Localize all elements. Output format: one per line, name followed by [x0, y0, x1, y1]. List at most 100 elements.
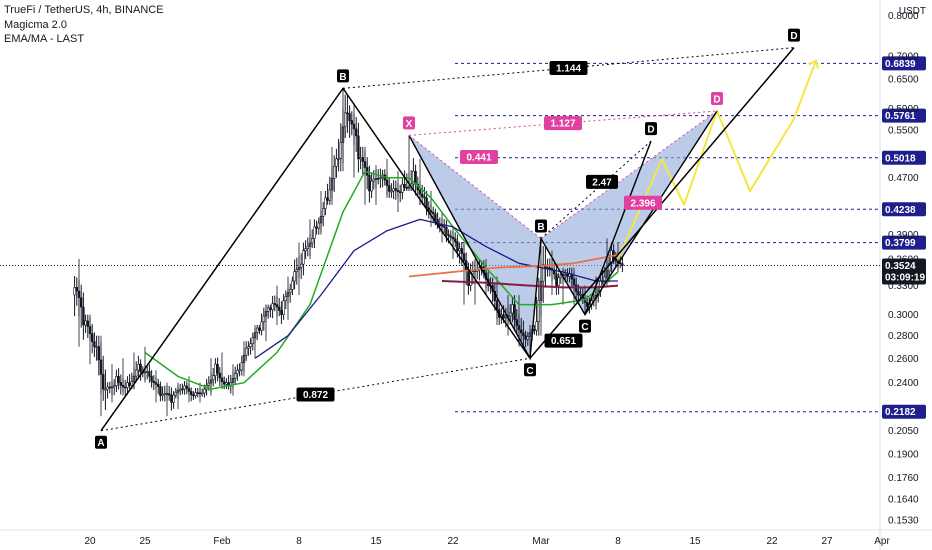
candle-body [427, 207, 430, 211]
candle-body [255, 327, 259, 333]
candle-body [115, 376, 118, 386]
candle-body [295, 269, 298, 272]
candle-body [469, 273, 472, 286]
time-tick-label: 22 [447, 536, 459, 547]
candle-body [245, 347, 248, 356]
candle-body [324, 197, 327, 209]
black-point-a-label-box [95, 435, 107, 449]
candle-body [201, 392, 204, 395]
candle-body [179, 388, 182, 391]
candle-body [471, 271, 474, 275]
candle-body [102, 374, 105, 390]
candle-body [247, 346, 250, 349]
candle-body [117, 376, 120, 383]
black-point-a-label: A [97, 438, 104, 449]
candle-body [390, 190, 393, 193]
candle-body [335, 158, 338, 167]
candle-body [511, 304, 514, 314]
price-tick-label: 0.1900 [888, 449, 919, 460]
candle-body [223, 381, 226, 385]
time-tick-label: 8 [615, 536, 621, 547]
candle-body [181, 388, 184, 391]
candle-body [128, 382, 131, 387]
candle-body [91, 333, 94, 342]
candle-body [277, 306, 281, 311]
candle-body [163, 393, 166, 395]
candle-body [508, 312, 512, 317]
candle-body [93, 341, 96, 348]
candle-body [258, 327, 261, 331]
candle-body [504, 317, 507, 319]
candle-body [343, 112, 347, 128]
price-tick-label: 0.4700 [888, 173, 919, 184]
candle-body [207, 382, 210, 386]
candle-body [124, 386, 127, 389]
current-price-box [882, 258, 926, 285]
pink-point-x-label: X [406, 119, 413, 130]
candle-body [548, 267, 552, 269]
black-point-b-label: B [339, 72, 346, 83]
candle-body [359, 157, 362, 160]
candle-body [108, 386, 112, 389]
candle-body [225, 382, 228, 385]
price-tick-label: 0.3000 [888, 310, 919, 321]
candle-body [238, 369, 241, 372]
candle-body [357, 135, 360, 160]
black-point-d2-label-box [645, 122, 657, 136]
candle-body [326, 197, 329, 201]
time-tick-label: Feb [213, 536, 231, 547]
time-tick-label: 25 [139, 536, 151, 547]
level-label: 0.6839 [885, 59, 916, 70]
candle-body [236, 369, 239, 374]
price-tick-label: 0.3300 [888, 281, 919, 292]
candle-body [183, 385, 186, 390]
candle-body [214, 363, 217, 376]
candle-body [361, 157, 364, 162]
candle-body [260, 321, 263, 331]
pink-ratio-xab-label-box [460, 149, 498, 164]
pink-ratio-line-xd [408, 110, 718, 136]
black-ratio-ac-label: 0.872 [303, 390, 328, 401]
current-price-countdown: 03:09:19 [885, 273, 925, 284]
candle-body [84, 320, 87, 326]
candle-body [467, 269, 470, 286]
current-price-label: 0.3524 [885, 261, 916, 272]
price-tick-label: 0.3900 [888, 230, 919, 241]
candle-body [157, 383, 160, 387]
candle-body [566, 273, 569, 277]
time-tick-label: Mar [532, 536, 550, 547]
black-point-c-label-box [524, 363, 536, 377]
candle-body [379, 177, 382, 180]
candle-body [291, 280, 294, 290]
candle-body [271, 303, 274, 310]
candle-body [614, 258, 618, 262]
candle-body [146, 371, 149, 373]
price-tick-label: 0.1530 [888, 515, 919, 526]
black-point-d-label-box [788, 28, 800, 42]
price-tick-label: 0.1640 [888, 494, 919, 505]
candle-body [249, 343, 252, 348]
time-tick-label: 15 [370, 536, 382, 547]
price-tick-label: 0.5900 [888, 104, 919, 115]
candle-body [420, 193, 424, 198]
candle-body [559, 275, 563, 278]
candle-body [313, 226, 316, 239]
candle-body [240, 362, 243, 371]
pink-point-d-label-box [711, 91, 723, 105]
horizontal-levels: 0.6839 0.5761 0.5018 0.4238 0.3799 0.2182 0.35… [0, 56, 926, 419]
level-label-box [882, 404, 926, 419]
candle-body [438, 224, 441, 226]
candle-body [541, 264, 545, 282]
candle-body [119, 382, 123, 386]
candle-body [603, 276, 607, 282]
candle-body [317, 222, 320, 229]
candle-body [174, 391, 177, 396]
level-label: 0.5018 [885, 153, 916, 164]
candle-body [456, 241, 459, 251]
candle-body [535, 321, 538, 331]
black-ratio-ac-label-box [296, 387, 335, 402]
pink-point-d-label: D [713, 94, 720, 105]
pink-ratio-xab-label: 0.441 [466, 152, 491, 163]
candle-body [431, 212, 435, 215]
